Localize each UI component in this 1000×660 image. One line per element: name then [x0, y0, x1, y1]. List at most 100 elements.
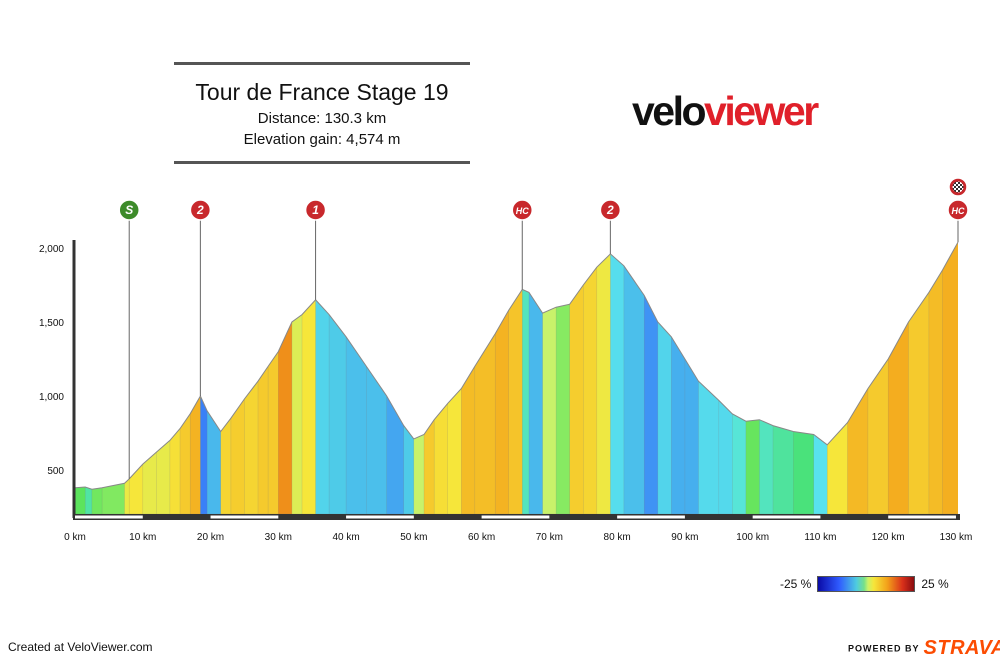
profile-segment [91, 242, 103, 514]
marker-label: 2 [606, 203, 614, 217]
x-tick-label: 30 km [265, 532, 292, 543]
y-tick-label: 500 [47, 466, 64, 477]
profile-segment [826, 242, 849, 514]
marker-label: HC [952, 206, 965, 216]
created-at-credit[interactable]: Created at VeloViewer.com [8, 640, 153, 654]
stage-info-box: Tour de France Stage 19 Distance: 130.3 … [174, 62, 470, 164]
profile-segment [887, 242, 910, 514]
profile-segment [847, 242, 869, 514]
marker-label: S [125, 203, 133, 217]
marker-label: 1 [312, 203, 319, 217]
powered-by-strava: POWERED BY STRAVA [848, 637, 1000, 660]
profile-segment [257, 242, 269, 514]
x-tick-label: 110 km [804, 532, 836, 543]
profile-segment [447, 242, 463, 514]
x-axis-band [888, 515, 956, 519]
profile-segment [698, 242, 720, 514]
y-tick-label: 1,000 [39, 392, 64, 403]
profile-segment [623, 242, 645, 514]
marker-label: HC [516, 206, 529, 216]
profile-segment [759, 242, 774, 514]
profile-segment [433, 242, 449, 514]
profile-segment [583, 242, 598, 514]
x-tick-label: 40 km [332, 532, 359, 543]
profile-segment [657, 242, 673, 514]
x-tick-label: 50 km [400, 532, 427, 543]
profile-segment [366, 242, 388, 514]
climb-category-icon [599, 199, 622, 221]
climb-marker-lines [128, 218, 959, 479]
x-tick-label: 70 km [536, 532, 563, 543]
x-tick-label: 80 km [604, 532, 631, 543]
profile-segment [291, 242, 303, 514]
profile-segment [569, 242, 585, 514]
elevation-profile-chart: 500 1,000 1,500 2,000 0 km 10 km 20 km 30 km 40… [39, 177, 972, 543]
x-axis-band [617, 515, 685, 519]
profile-segment [386, 242, 405, 514]
x-axis-band [210, 515, 279, 519]
profile-segment [278, 242, 293, 514]
x-axis-band [752, 515, 821, 519]
climb-category-icon [304, 199, 327, 221]
strava-logo: STRAVA [923, 637, 1000, 659]
profile-segment [772, 242, 795, 514]
profile-segment [745, 242, 761, 514]
profile-segment [328, 242, 347, 514]
gradient-color-bar [817, 576, 916, 592]
legend-max-label: 25 % [921, 577, 949, 591]
x-axis-band [481, 515, 550, 519]
x-tick-label: 120 km [872, 532, 905, 543]
y-tick-label: 2,000 [39, 244, 64, 255]
x-axis: 0 km 10 km 20 km 30 km 40 km 50 km 60 km 70 km 8… [64, 514, 972, 543]
profile-segment [84, 242, 93, 514]
profile-segment [671, 242, 686, 514]
x-tick-label: 20 km [197, 532, 224, 543]
profile-segment [813, 242, 829, 514]
profile-segment [142, 242, 158, 514]
profile-segment [179, 242, 191, 514]
profile-outline [74, 241, 959, 490]
climb-category-icon [511, 199, 534, 221]
profile-segment [928, 242, 944, 514]
climb-markers: S 2 1 HC 2 HC [118, 177, 969, 221]
profile-segment [244, 242, 259, 514]
profile-segment [555, 242, 571, 514]
profile-segment [423, 242, 435, 514]
profile-segment [403, 242, 415, 514]
x-tick-label: 0 km [64, 532, 86, 543]
profile-segment [942, 242, 958, 514]
profile-segment [230, 242, 246, 514]
x-tick-label: 100 km [736, 532, 769, 543]
stage-distance: Distance: 130.3 km [257, 110, 387, 127]
veloviewer-logo: veloviewer [632, 88, 819, 134]
profile-segment [684, 242, 700, 514]
finish-checker-icon [952, 181, 964, 193]
gradient-legend: -25 % 25 % [780, 576, 949, 592]
profile-segment [793, 242, 815, 514]
profile-segment [494, 242, 510, 514]
x-tick-label: 130 km [940, 532, 973, 543]
profile-segment [220, 242, 232, 514]
stage-elevation-gain: Elevation gain: 4,574 m [243, 131, 401, 148]
y-axis: 500 1,000 1,500 2,000 [39, 240, 76, 518]
stage-title: Tour de France Stage 19 [195, 79, 449, 105]
profile-segment [156, 242, 171, 514]
profile-segment [345, 242, 368, 514]
profile-segment [643, 242, 659, 514]
marker-label: 2 [196, 203, 204, 217]
profile-segment [474, 242, 496, 514]
x-tick-label: 90 km [671, 532, 698, 543]
x-axis-band [75, 515, 143, 519]
legend-min-label: -25 % [780, 577, 812, 591]
profile-segment [867, 242, 889, 514]
profile-segment [267, 242, 280, 514]
profile-segment [542, 242, 557, 514]
y-tick-label: 1,500 [39, 318, 64, 329]
x-tick-label: 60 km [468, 532, 495, 543]
climb-category-icon [947, 199, 969, 221]
x-axis-band [346, 515, 414, 519]
profile-segment [718, 242, 734, 514]
start-marker-icon [118, 199, 140, 221]
profile-segment [461, 242, 476, 514]
profile-segment [732, 242, 747, 514]
